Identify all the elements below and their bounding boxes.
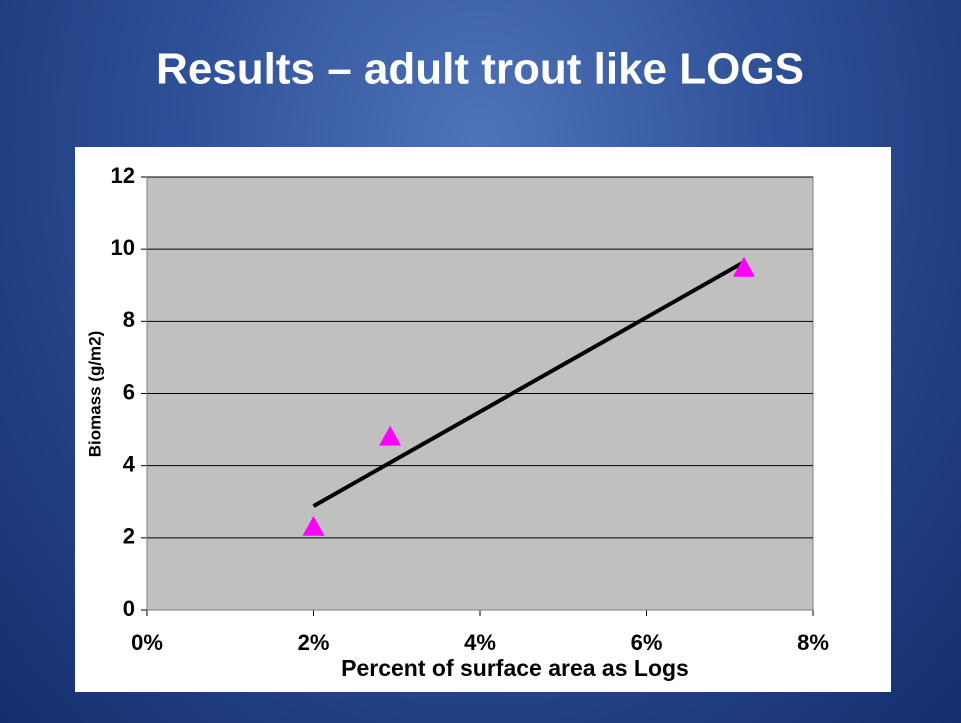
y-tick-label: 2 [123, 524, 135, 549]
y-tick-label: 10 [111, 235, 135, 260]
x-tick-label: 0% [131, 630, 163, 655]
y-tick-label: 6 [123, 379, 135, 404]
x-tick-label: 6% [631, 630, 663, 655]
trendline [312, 260, 745, 508]
data-point [302, 516, 325, 536]
x-tick-label: 8% [797, 630, 829, 655]
x-axis-label: Percent of surface area as Logs [341, 655, 689, 681]
data-point [732, 256, 755, 277]
y-tick-label: 0 [123, 596, 135, 621]
plot: 0 2 4 6 8 10 12 0% 2% 4% 6% 8% [111, 163, 829, 655]
chart-title: Results – adult trout like LOGS [156, 45, 804, 94]
x-tick-label: 2% [298, 630, 330, 655]
y-tick-label: 4 [123, 451, 136, 476]
y-tick-label: 8 [123, 307, 135, 332]
y-tick-label: 12 [111, 163, 135, 188]
x-tick-label: 4% [464, 630, 496, 655]
data-point [379, 425, 402, 446]
y-axis-label: Biomass (g/m2) [85, 331, 104, 458]
